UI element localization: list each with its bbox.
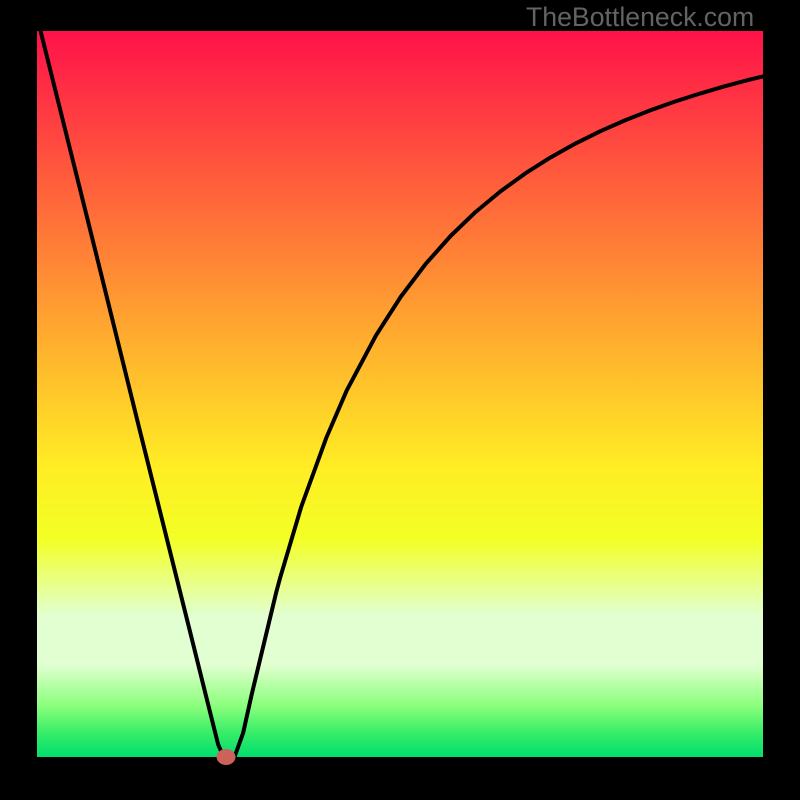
- plot-background: [37, 31, 763, 757]
- chart-stage: TheBottleneck.com: [0, 0, 800, 800]
- optimum-marker: [217, 749, 236, 765]
- chart-svg: [0, 0, 800, 800]
- attribution-text: TheBottleneck.com: [526, 2, 754, 33]
